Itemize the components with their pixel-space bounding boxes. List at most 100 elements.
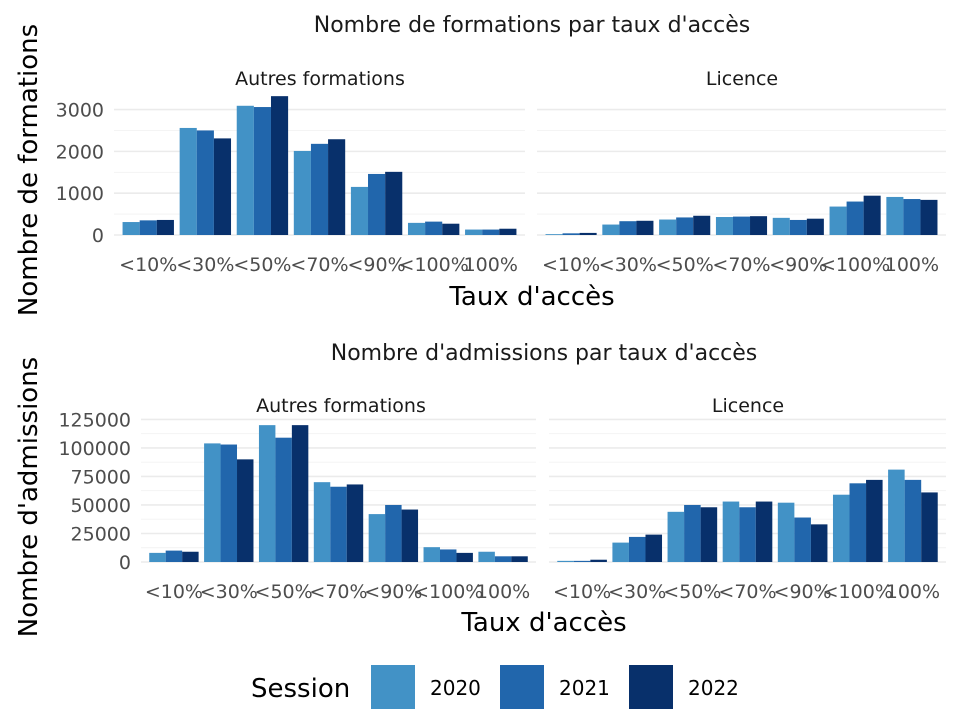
y-tick-label: 0 [119,552,131,574]
y-tick-label: 0 [92,225,104,247]
bar-0-1-2021-3 [732,216,751,235]
x-tick-label: <10% [145,581,203,603]
bar-1-0-2020-4 [368,514,386,562]
bar-0-1-2020-6 [886,196,904,235]
bar-0-0-2022-3 [328,139,346,235]
bar-1-1-2022-5 [866,479,883,562]
x-tick-label: <10% [553,581,611,603]
bar-0-0-2021-6 [482,229,500,235]
bar-1-0-2020-0 [149,552,166,562]
bar-1-1-2022-4 [810,524,828,562]
bar-0-0-2022-4 [385,171,403,235]
x-tick-label: <70% [309,581,367,603]
bar-1-0-2021-5 [439,549,457,562]
bar-1-0-2022-5 [456,552,473,562]
y-tick-label: 50000 [71,495,131,517]
x-tick-label: <90% [774,581,832,603]
bar-1-1-2020-5 [832,494,850,562]
x-tick-label: <90% [348,254,406,276]
gridlines-0-1 [537,108,946,236]
plot-area: <10%<30%<50%<70%<90%<100%100%01000200030… [56,96,946,603]
bar-1-0-2022-0 [182,551,199,562]
bar-0-0-2021-1 [196,130,214,235]
bar-1-1-2020-4 [777,502,795,562]
bar-0-1-2020-1 [602,224,620,235]
x-tick-label: <30% [599,254,657,276]
bar-0-0-2020-0 [122,222,140,235]
bar-1-1-2022-2 [700,507,718,562]
bar-0-1-2020-4 [772,217,790,235]
bar-0-0-2020-4 [350,186,369,235]
bar-1-1-2021-2 [684,504,701,562]
x-tick-label: <90% [769,254,827,276]
bar-1-1-2021-3 [739,507,756,562]
y-tick-label: 2000 [56,141,104,163]
bar-0-1-2021-6 [903,199,921,235]
bar-0-1-2020-0 [545,234,563,235]
bar-1-0-2021-1 [220,444,238,562]
bar-0-0-2021-3 [310,143,329,235]
bar-1-1-2020-6 [888,469,905,562]
x-tick-label: <100% [823,581,893,603]
bar-1-0-2020-6 [478,551,495,562]
bar-0-1-2021-1 [619,221,637,235]
legend-label-2020: 2020 [430,676,481,700]
bar-1-0-2021-6 [494,556,512,562]
bar-1-0-2021-0 [165,550,183,562]
bar-1-0-2022-4 [401,509,419,562]
x-tick-label: <90% [364,581,422,603]
bar-0-1-2021-5 [846,201,864,235]
bar-0-1-2022-0 [579,232,597,235]
y-tick-label: 100000 [58,438,131,460]
bar-1-1-2022-6 [921,492,938,562]
bar-1-1-2020-0 [557,560,574,562]
bar-0-0-2022-6 [499,228,517,235]
bar-0-1-2021-2 [676,217,694,235]
bar-0-0-2021-5 [425,221,443,235]
bar-0-0-2020-1 [179,127,197,235]
bar-1-1-2020-3 [722,501,740,562]
x-tick-label: <100% [399,254,469,276]
legend-title: Session [251,674,350,704]
bar-1-0-2021-2 [275,437,292,562]
bar-1-0-2022-1 [237,459,254,562]
x-axis-title-admissions: Taux d'accès [460,608,626,638]
bar-1-0-2020-2 [258,425,276,562]
bar-1-0-2020-5 [423,547,440,562]
bar-1-0-2022-2 [291,425,309,562]
y-tick-label: 25000 [71,523,131,545]
bar-0-1-2021-0 [562,233,580,235]
y-tick-label: 75000 [71,466,131,488]
legend-label-2022: 2022 [688,676,739,700]
bar-0-1-2022-2 [693,215,711,235]
y-tick-label: 1000 [56,183,104,205]
bar-0-0-2020-6 [465,229,483,235]
x-tick-label: 100% [464,254,518,276]
x-tick-label: <30% [608,581,666,603]
bar-0-1-2022-4 [806,218,824,235]
bar-1-1-2021-1 [628,536,646,562]
bar-1-1-2020-2 [667,511,685,562]
bar-0-1-2021-4 [789,219,807,235]
x-tick-label: <10% [119,254,177,276]
bar-0-1-2022-5 [863,195,881,235]
facet-label-licence-top: Licence [706,68,778,90]
legend-label-2021: 2021 [559,676,610,700]
chart-title-admissions: Nombre d'admissions par taux d'accès [331,341,758,366]
bar-1-0-2021-3 [330,486,347,562]
bar-1-1-2021-6 [904,479,922,562]
x-tick-label: <30% [200,581,258,603]
facet-label-autres-formations-bottom: Autres formations [256,395,426,417]
y-axis-title-admissions: Nombre d'admissions [14,357,44,637]
x-tick-label: <70% [290,254,348,276]
bar-1-1-2020-1 [612,542,629,562]
y-tick-label: 125000 [58,409,131,431]
bar-0-1-2022-6 [920,199,938,235]
y-tick-label: 3000 [56,100,104,122]
bar-0-0-2022-1 [213,138,232,235]
bar-0-0-2022-5 [442,223,460,235]
bar-1-1-2021-4 [794,517,811,562]
bar-1-1-2021-0 [573,560,591,562]
bar-0-0-2022-0 [156,219,174,235]
